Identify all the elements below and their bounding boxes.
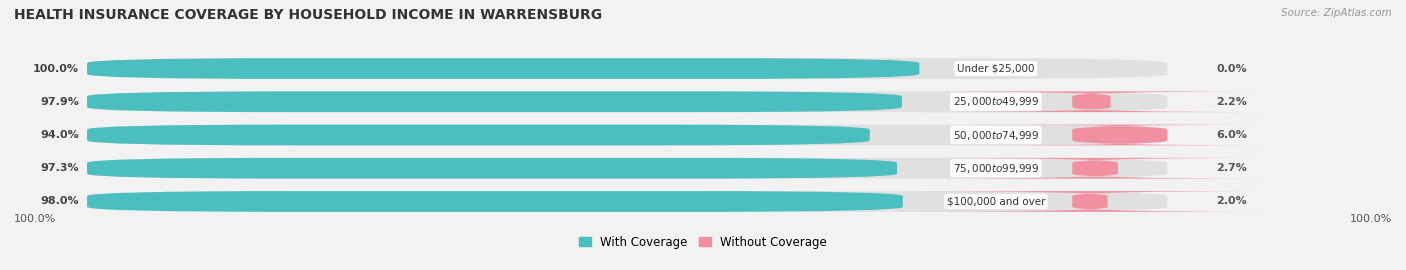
FancyBboxPatch shape [87,191,1167,212]
Text: Under $25,000: Under $25,000 [957,63,1035,73]
FancyBboxPatch shape [901,191,1279,212]
FancyBboxPatch shape [87,158,897,178]
Text: 2.7%: 2.7% [1216,163,1247,173]
FancyBboxPatch shape [87,92,1167,112]
Text: 2.2%: 2.2% [1216,97,1247,107]
Text: 6.0%: 6.0% [1216,130,1247,140]
FancyBboxPatch shape [87,92,903,112]
FancyBboxPatch shape [904,92,1279,112]
Text: 0.0%: 0.0% [1216,63,1247,73]
FancyBboxPatch shape [87,125,1167,145]
FancyBboxPatch shape [911,158,1279,178]
Text: 100.0%: 100.0% [14,214,56,224]
FancyBboxPatch shape [87,158,1167,178]
Text: $50,000 to $74,999: $50,000 to $74,999 [953,129,1039,141]
Text: 97.3%: 97.3% [41,163,79,173]
Text: 97.9%: 97.9% [39,97,79,107]
Text: $100,000 and over: $100,000 and over [946,197,1045,207]
Legend: With Coverage, Without Coverage: With Coverage, Without Coverage [574,231,832,254]
Text: $75,000 to $99,999: $75,000 to $99,999 [953,162,1039,175]
FancyBboxPatch shape [87,58,1167,79]
Text: 100.0%: 100.0% [32,63,79,73]
Text: HEALTH INSURANCE COVERAGE BY HOUSEHOLD INCOME IN WARRENSBURG: HEALTH INSURANCE COVERAGE BY HOUSEHOLD I… [14,8,602,22]
Text: $25,000 to $49,999: $25,000 to $49,999 [953,95,1039,108]
Text: 94.0%: 94.0% [39,130,79,140]
FancyBboxPatch shape [960,125,1279,145]
FancyBboxPatch shape [87,191,903,212]
Text: 100.0%: 100.0% [1350,214,1392,224]
Text: 98.0%: 98.0% [41,197,79,207]
FancyBboxPatch shape [87,58,920,79]
Text: Source: ZipAtlas.com: Source: ZipAtlas.com [1281,8,1392,18]
Text: 2.0%: 2.0% [1216,197,1247,207]
FancyBboxPatch shape [87,125,870,145]
